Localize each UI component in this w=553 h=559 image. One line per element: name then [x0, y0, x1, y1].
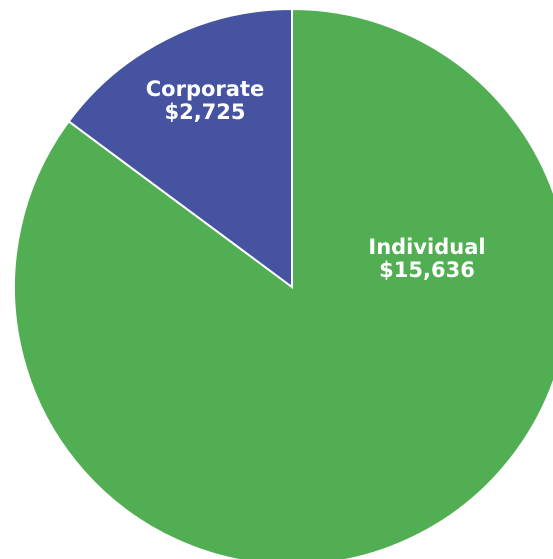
pie-slice	[67, 7, 293, 289]
slice-label: Individual	[368, 235, 485, 259]
slice-label: Corporate	[146, 77, 264, 101]
slice-value-label: $15,636	[379, 258, 475, 282]
pie-slice	[13, 7, 553, 559]
slice-value-label: $2,725	[164, 100, 245, 124]
